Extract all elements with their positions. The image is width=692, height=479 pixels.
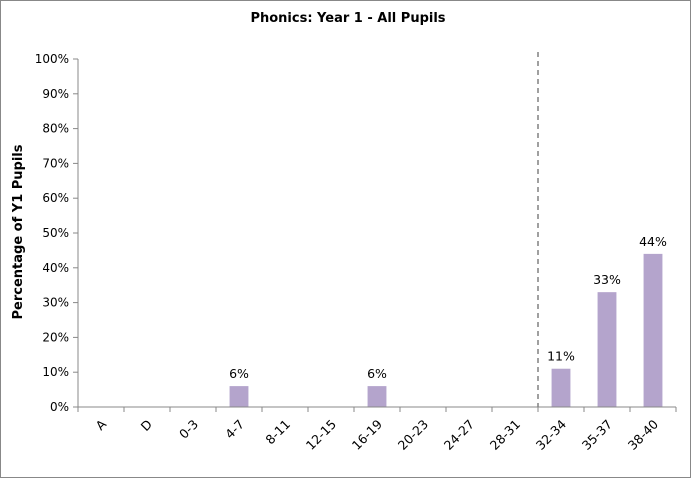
y-tick-label: 60% bbox=[42, 191, 69, 205]
x-tick-label: 4-7 bbox=[222, 417, 247, 442]
y-tick-label: 20% bbox=[42, 330, 69, 344]
bar-4-7 bbox=[229, 386, 249, 407]
data-label-38-40: 44% bbox=[639, 234, 667, 249]
chart-title: Phonics: Year 1 - All Pupils bbox=[250, 11, 445, 26]
y-tick-label: 100% bbox=[35, 52, 69, 66]
x-tick-label: 35-37 bbox=[579, 417, 615, 453]
data-label-16-19: 6% bbox=[367, 366, 387, 381]
bars bbox=[229, 253, 663, 407]
x-ticks: A D 0-3 4-7 8-11 12-15 16-19 20-23 24-27 28-31 32-… bbox=[92, 416, 661, 453]
x-tick-label: A bbox=[92, 416, 109, 433]
x-tick-label: 8-11 bbox=[262, 417, 293, 448]
y-tick-label: 70% bbox=[42, 156, 69, 170]
x-tick-label: 20-23 bbox=[395, 417, 431, 453]
y-ticks: 0% 10% 20% 30% 40% 50% 60% 70% 80% 90% 100% bbox=[35, 52, 78, 414]
bar-16-19 bbox=[367, 386, 387, 407]
data-label-32-34: 11% bbox=[547, 349, 575, 364]
x-tick-label: 28-31 bbox=[487, 417, 523, 453]
y-tick-label: 50% bbox=[42, 226, 69, 240]
y-tick-label: 10% bbox=[42, 365, 69, 379]
bar-35-37 bbox=[597, 292, 617, 407]
x-tick-label: 32-34 bbox=[533, 416, 569, 452]
y-tick-label: 0% bbox=[50, 400, 69, 414]
y-tick-label: 80% bbox=[42, 122, 69, 136]
data-label-4-7: 6% bbox=[229, 366, 249, 381]
data-label-35-37: 33% bbox=[593, 272, 621, 287]
x-tick-label: 16-19 bbox=[349, 416, 385, 452]
y-axis-label: Percentage of Y1 Pupils bbox=[11, 144, 26, 319]
bar-38-40 bbox=[643, 253, 663, 407]
y-tick-label: 90% bbox=[42, 87, 69, 101]
x-tick-label: D bbox=[138, 417, 155, 434]
bar-32-34 bbox=[551, 368, 571, 407]
x-tick-label: 38-40 bbox=[625, 416, 661, 452]
y-tick-label: 40% bbox=[42, 261, 69, 275]
x-tick-label: 12-15 bbox=[303, 417, 339, 453]
axes bbox=[77, 59, 677, 412]
x-tick-label: 0-3 bbox=[176, 417, 201, 442]
x-tick-label: 24-27 bbox=[441, 417, 477, 453]
data-labels: 6% 6% 11% 33% 44% bbox=[229, 234, 667, 381]
y-tick-label: 30% bbox=[42, 296, 69, 310]
